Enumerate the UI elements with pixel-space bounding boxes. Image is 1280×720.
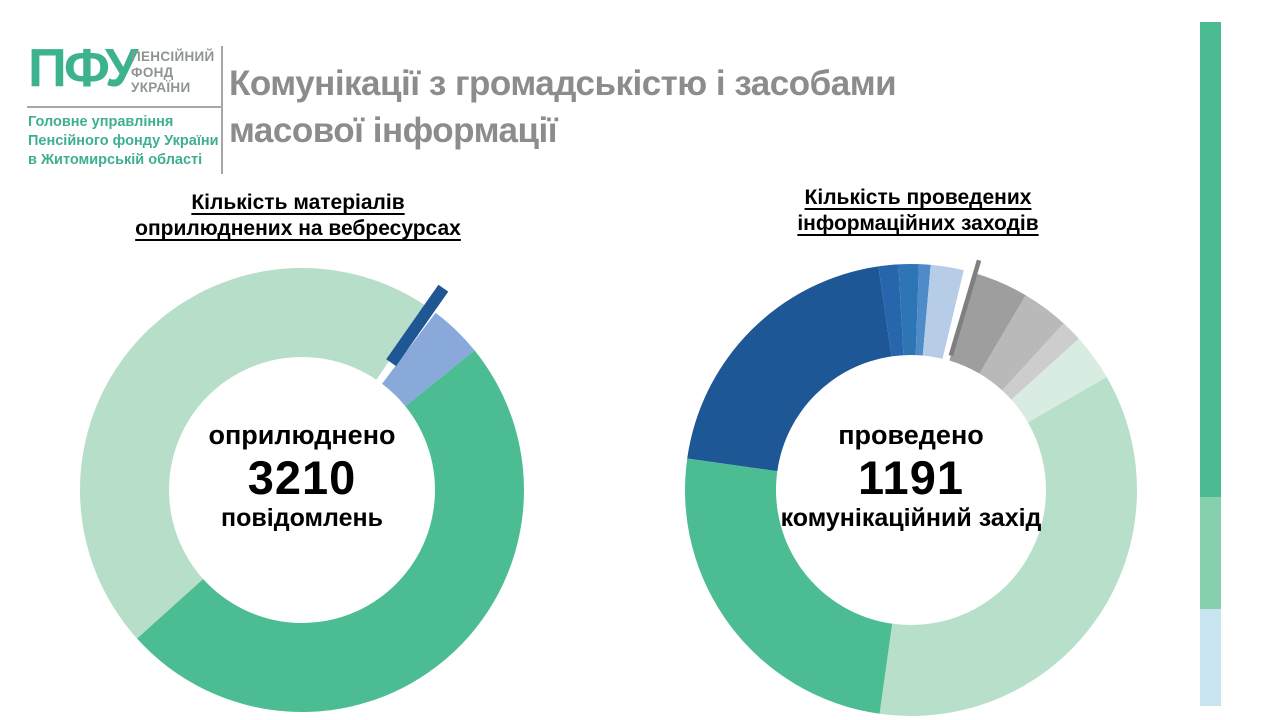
donut-exploded-sliver bbox=[386, 284, 449, 367]
slide-title-line: масової інформації bbox=[229, 111, 558, 150]
right-donut-caption-top: проведено bbox=[838, 420, 984, 450]
donut-segment bbox=[898, 264, 919, 356]
left-chart-heading-line: Кількість матеріалів bbox=[191, 191, 405, 214]
donut-segment bbox=[915, 264, 931, 356]
logo-org-line: УКРАЇНИ bbox=[131, 80, 191, 95]
donut-segment bbox=[879, 377, 1137, 716]
logo-org-name: ПЕНСІЙНИЙ ФОНД УКРАЇНИ bbox=[131, 49, 215, 96]
donut-segment bbox=[79, 267, 427, 639]
side-accent-bar bbox=[1200, 22, 1221, 706]
donut-segment bbox=[878, 264, 904, 357]
left-donut-caption-bottom: повідомлень bbox=[221, 504, 383, 532]
side-accent-segment bbox=[1200, 22, 1221, 497]
logo-horizontal-divider bbox=[27, 106, 222, 108]
slide-title-line: Комунікації з громадськістю і засобами bbox=[229, 64, 897, 103]
logo-org-line: ПЕНСІЙНИЙ bbox=[131, 49, 215, 64]
left-chart-heading: Кількість матеріалів оприлюднених на веб… bbox=[78, 190, 518, 242]
left-donut-caption-top: оприлюднено bbox=[208, 420, 396, 450]
side-accent-segment bbox=[1200, 609, 1221, 706]
left-donut-center-label: оприлюднено 3210 повідомлень bbox=[142, 418, 462, 532]
donut-segment bbox=[687, 266, 892, 472]
left-chart-heading-line: оприлюднених на вебресурсах bbox=[135, 217, 461, 240]
donut-segment bbox=[382, 312, 475, 407]
header-vertical-divider bbox=[221, 46, 223, 174]
donut-exploded-sliver bbox=[948, 259, 982, 357]
right-donut-chart bbox=[685, 259, 1137, 716]
right-chart-heading: Кількість проведених інформаційних заход… bbox=[718, 185, 1118, 237]
left-donut-value: 3210 bbox=[247, 451, 357, 504]
logo-branch-line: Пенсійного фонду України bbox=[28, 133, 219, 149]
pfu-logo: ПФУ bbox=[28, 38, 138, 98]
left-donut-chart bbox=[79, 267, 525, 713]
right-donut-caption-bottom: комунікаційний захід bbox=[780, 504, 1042, 532]
logo-branch-line: Головне управління bbox=[28, 114, 174, 130]
donut-segment bbox=[137, 350, 525, 713]
right-donut-center-label: проведено 1191 комунікаційний захід bbox=[761, 418, 1061, 532]
slide-title: Комунікації з громадськістю і засобами м… bbox=[229, 60, 1049, 154]
logo-branch-name: Головне управління Пенсійного фонду Укра… bbox=[28, 113, 219, 170]
right-chart-heading-line: інформаційних заходів bbox=[797, 212, 1039, 235]
side-accent-segment bbox=[1200, 497, 1221, 609]
logo-branch-line: в Житомирській області bbox=[28, 152, 203, 168]
right-donut-value: 1191 bbox=[858, 451, 964, 504]
right-chart-heading-line: Кількість проведених bbox=[804, 186, 1032, 209]
donut-segment bbox=[979, 295, 1064, 391]
donut-segment bbox=[1011, 338, 1107, 423]
donut-segment bbox=[1002, 323, 1079, 400]
logo-org-line: ФОНД bbox=[131, 64, 174, 80]
donut-segment bbox=[922, 264, 964, 359]
donut-segment bbox=[685, 458, 893, 714]
